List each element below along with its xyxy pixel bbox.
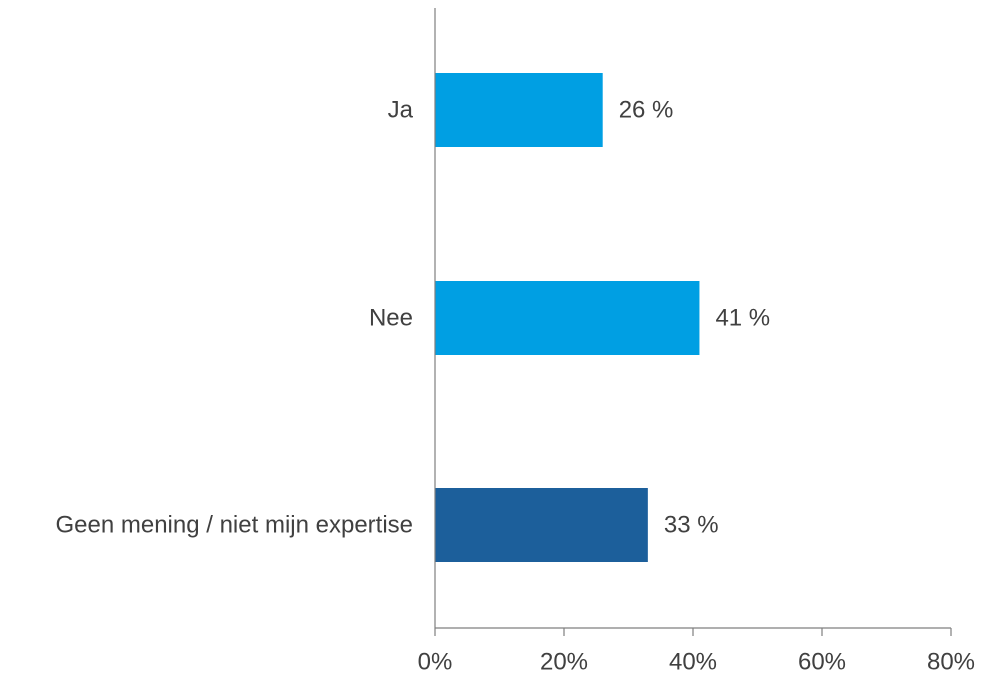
bars-group	[435, 73, 700, 562]
value-label-2: 33 %	[664, 512, 719, 539]
labels-group: Ja 26 % Nee 41 % Geen mening / niet mijn exp…	[55, 97, 975, 673]
x-tick-label-3: 60%	[798, 649, 846, 673]
bar-1	[435, 281, 700, 355]
category-label-0: Ja	[388, 97, 414, 124]
x-tick-label-1: 20%	[540, 649, 588, 673]
bar-0	[435, 73, 603, 147]
value-label-1: 41 %	[715, 305, 770, 332]
category-label-2: Geen mening / niet mijn expertise	[55, 512, 413, 539]
value-label-0: 26 %	[619, 97, 674, 124]
bar-2	[435, 488, 648, 562]
x-tick-label-2: 40%	[669, 649, 717, 673]
axes-group	[434, 8, 952, 636]
category-label-1: Nee	[369, 305, 413, 332]
x-tick-label-0: 0%	[418, 649, 453, 673]
x-tick-label-4: 80%	[927, 649, 975, 673]
